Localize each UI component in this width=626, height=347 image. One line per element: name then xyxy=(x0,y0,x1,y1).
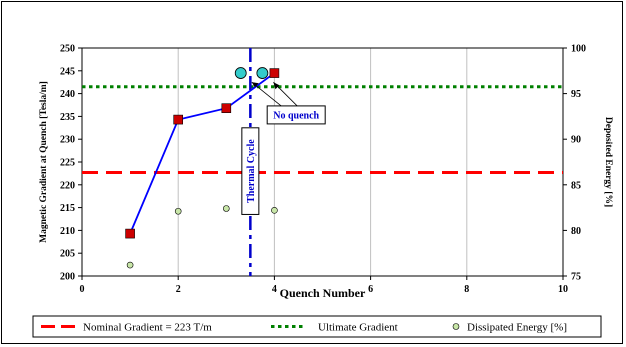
x-axis-title: Quench Number xyxy=(280,286,366,300)
thermal-cycle: Thermal Cycle xyxy=(241,48,260,276)
y-tick-label: 215 xyxy=(60,203,75,214)
quench-point xyxy=(269,68,280,78)
y-tick-label: 210 xyxy=(60,226,75,237)
x-tick-label: 8 xyxy=(464,284,469,295)
x-tick-label: 2 xyxy=(176,284,181,295)
y-tick-label: 205 xyxy=(60,249,75,260)
quench-point xyxy=(125,228,135,239)
x-tick-label: 10 xyxy=(558,284,568,295)
plot-area xyxy=(81,47,564,277)
y-tick-label: 200 xyxy=(60,272,75,283)
annotation-arrow xyxy=(251,81,282,107)
thermal-cycle-box xyxy=(241,127,260,215)
y-tick-label: 240 xyxy=(60,89,75,100)
energy-point xyxy=(223,205,230,212)
y-tick-label: 250 xyxy=(60,44,75,55)
grid xyxy=(177,48,468,276)
annotation-arrowhead xyxy=(251,82,259,88)
x-tick-label: 4 xyxy=(272,284,277,295)
y2-tick-label: 85 xyxy=(571,180,581,191)
energy-point xyxy=(271,207,278,214)
legend: Nominal Gradient = 223 T/m Ultimate Gradi… xyxy=(32,315,602,338)
energy-point xyxy=(126,261,134,269)
y2-tick-label: 80 xyxy=(571,226,581,237)
legend-box xyxy=(32,315,602,338)
no-quench-point xyxy=(234,67,247,79)
no-quench-point xyxy=(256,67,269,79)
y2-axis-title: Deposited Energy [%] xyxy=(603,117,613,207)
thermal-cycle-label: Thermal Cycle xyxy=(246,139,257,203)
series xyxy=(125,67,280,269)
y-tick-label: 220 xyxy=(60,180,75,191)
legend-nominal-label: Nominal Gradient = 223 T/m xyxy=(83,322,212,334)
y-axis-title: Magnetic Gradient at Quench [Tesla/m] xyxy=(39,81,49,243)
y2-tick-label: 95 xyxy=(571,89,581,100)
quench-series-line xyxy=(129,72,275,234)
y2-tick-label: 75 xyxy=(571,272,581,283)
x-tick-label: 6 xyxy=(368,284,373,295)
y-tick-label: 230 xyxy=(60,135,75,146)
legend-energy-label: Dissipated Energy [%] xyxy=(467,322,567,334)
x-tick-label: 0 xyxy=(80,284,85,295)
annotation-label: No quench xyxy=(273,110,319,121)
y-tick-label: 225 xyxy=(60,158,75,169)
reference-lines xyxy=(82,85,563,174)
annotations: No quench xyxy=(251,81,326,125)
quench-point xyxy=(173,114,183,125)
y-tick-label: 245 xyxy=(60,66,75,77)
energy-point xyxy=(174,207,182,215)
quench-point xyxy=(221,103,232,113)
legend-energy-swatch xyxy=(452,323,460,330)
y-tick-label: 235 xyxy=(60,112,75,123)
annotation-arrowhead xyxy=(273,82,280,90)
y2-tick-label: 90 xyxy=(571,135,581,146)
annotation-box xyxy=(266,105,326,125)
legend-ultimate-label: Ultimate Gradient xyxy=(318,322,398,334)
y2-tick-label: 100 xyxy=(571,44,586,55)
axes: 2002052102152202252302352402452507580859… xyxy=(39,44,613,301)
